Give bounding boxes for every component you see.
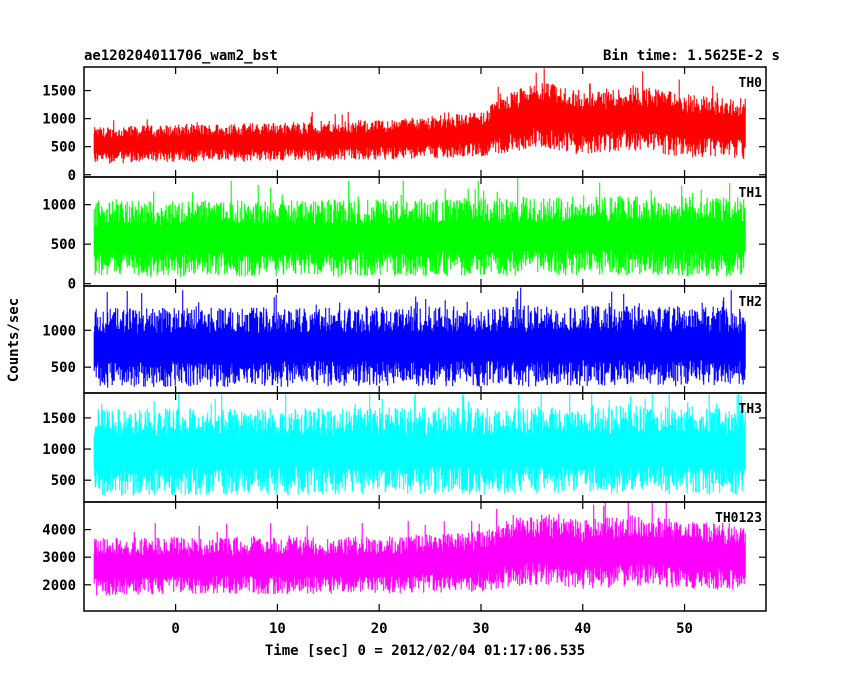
y-tick-label: 500 bbox=[51, 360, 76, 376]
y-tick-label: 1000 bbox=[42, 112, 76, 128]
x-tick-label: 50 bbox=[676, 621, 693, 637]
series-th0123 bbox=[93, 502, 746, 596]
x-tick-label: 40 bbox=[574, 621, 591, 637]
y-axis-label: Counts/sec bbox=[6, 298, 22, 382]
y-tick-label: 1000 bbox=[42, 442, 76, 458]
panel-label-th0: TH0 bbox=[739, 76, 763, 91]
y-tick-label: 500 bbox=[51, 140, 76, 156]
chart-title: ae120204011706_wam2_bst bbox=[84, 48, 278, 64]
panel-frame bbox=[83, 501, 767, 612]
panel-th1: 0 500 1000 TH1 bbox=[42, 176, 767, 293]
panel-label-th1: TH1 bbox=[739, 186, 763, 201]
y-tick-label: 3000 bbox=[42, 550, 76, 566]
y-tick-label: 0 bbox=[68, 277, 76, 293]
panel-label-th0123: TH0123 bbox=[715, 511, 762, 526]
panel-th2: 500 1000 TH2 bbox=[42, 285, 767, 394]
x-axis-label: Time [sec] 0 = 2012/02/04 01:17:06.535 bbox=[265, 643, 585, 659]
bin-time-label: Bin time: 1.5625E-2 s bbox=[603, 48, 780, 64]
x-tick-label: 0 bbox=[171, 621, 179, 637]
series-th1 bbox=[93, 177, 746, 277]
y-tick-label: 500 bbox=[51, 237, 76, 253]
panels-layer: 050010001500TH005001000TH15001000TH25001… bbox=[42, 66, 767, 637]
x-tick-labels: 0 10 20 30 40 50 bbox=[171, 621, 693, 637]
panel-th0: 0 500 1000 1500 TH0 bbox=[42, 66, 767, 184]
y-tick-label: 500 bbox=[51, 473, 76, 489]
panel-th3: 500 1000 1500 TH3 bbox=[42, 392, 767, 503]
y-tick-label: 1000 bbox=[42, 323, 76, 339]
series-th2 bbox=[93, 287, 746, 388]
y-tick-label: 1000 bbox=[42, 198, 76, 214]
y-tick-label: 1500 bbox=[42, 84, 76, 100]
x-tick-label: 20 bbox=[371, 621, 388, 637]
panel-label-th2: TH2 bbox=[739, 295, 762, 310]
x-tick-label: 10 bbox=[269, 621, 286, 637]
panel-label-th3: TH3 bbox=[739, 402, 762, 417]
y-tick-label: 1500 bbox=[42, 411, 76, 427]
series-th3 bbox=[93, 393, 746, 496]
y-tick-label: 2000 bbox=[42, 578, 76, 594]
x-tick-label: 30 bbox=[473, 621, 490, 637]
y-tick-label: 4000 bbox=[42, 523, 76, 539]
panel-th0123: 2000 3000 4000 TH0123 bbox=[42, 501, 767, 612]
series-th0 bbox=[93, 68, 746, 164]
y-tick-label: 0 bbox=[68, 168, 76, 184]
